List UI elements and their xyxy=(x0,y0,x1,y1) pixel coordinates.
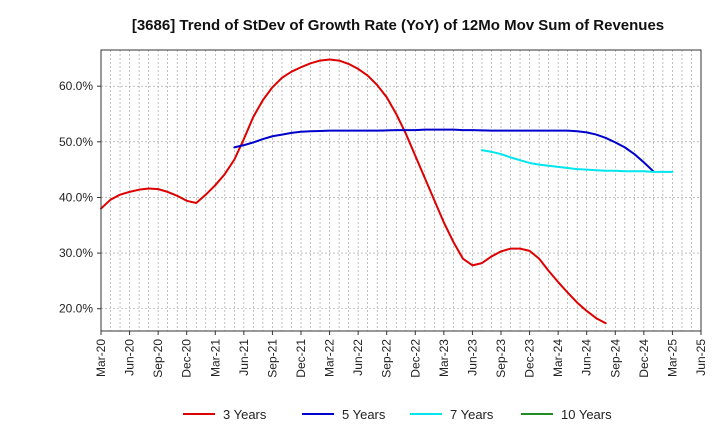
x-tick-label: Sep-24 xyxy=(608,339,622,378)
y-tick-label: 50.0% xyxy=(59,135,93,149)
x-tick-label: Dec-20 xyxy=(180,339,194,378)
x-tick-label: Mar-23 xyxy=(437,339,451,377)
x-tick-label: Jun-22 xyxy=(351,339,365,376)
y-tick-label: 40.0% xyxy=(59,190,93,204)
x-tick-label: Sep-23 xyxy=(494,339,508,378)
x-tick-label: Dec-21 xyxy=(294,339,308,378)
series-line-5-years xyxy=(233,128,655,173)
x-tick-label: Sep-22 xyxy=(380,339,394,378)
plot-area-frame xyxy=(100,49,702,332)
x-tick-label: Sep-20 xyxy=(151,339,165,378)
x-tick-label: Jun-21 xyxy=(237,339,251,376)
series-line-3-years xyxy=(100,58,607,325)
y-tick-label: 20.0% xyxy=(59,302,93,316)
x-tick-label: Mar-20 xyxy=(94,339,108,377)
x-tick-label: Jun-23 xyxy=(465,339,479,376)
x-tick-label: Sep-21 xyxy=(265,339,279,378)
x-tick-label: Mar-21 xyxy=(208,339,222,377)
y-axis-ticks: 20.0% 30.0% 40.0% 50.0% 60.0% xyxy=(59,79,101,316)
x-tick-label: Dec-24 xyxy=(637,339,651,378)
grid xyxy=(101,50,701,331)
legend-label: 7 Years xyxy=(450,407,494,422)
chart-title: [3686] Trend of StDev of Growth Rate (Yo… xyxy=(132,17,664,34)
legend-label: 5 Years xyxy=(342,407,386,422)
series-layer xyxy=(100,58,674,325)
x-tick-label: Dec-22 xyxy=(408,339,422,378)
series-line-7-years xyxy=(480,149,674,173)
y-tick-label: 30.0% xyxy=(59,246,93,260)
x-tick-label: Mar-25 xyxy=(665,339,679,377)
x-tick-label: Jun-24 xyxy=(580,339,594,376)
x-tick-label: Jun-25 xyxy=(694,339,708,376)
x-tick-label: Jun-20 xyxy=(123,339,137,376)
x-axis-ticks: Mar-20 Jun-20 Sep-20 Dec-20 Mar-21 Jun-21 Sep-… xyxy=(94,331,708,378)
legend-label: 10 Years xyxy=(561,407,612,422)
x-tick-label: Dec-23 xyxy=(523,339,537,378)
x-tick-label: Mar-24 xyxy=(551,339,565,377)
legend: 3 Years 5 Years 7 Years 10 Years xyxy=(183,407,612,422)
x-tick-label: Mar-22 xyxy=(323,339,337,377)
legend-label: 3 Years xyxy=(223,407,267,422)
y-tick-label: 60.0% xyxy=(59,79,93,93)
